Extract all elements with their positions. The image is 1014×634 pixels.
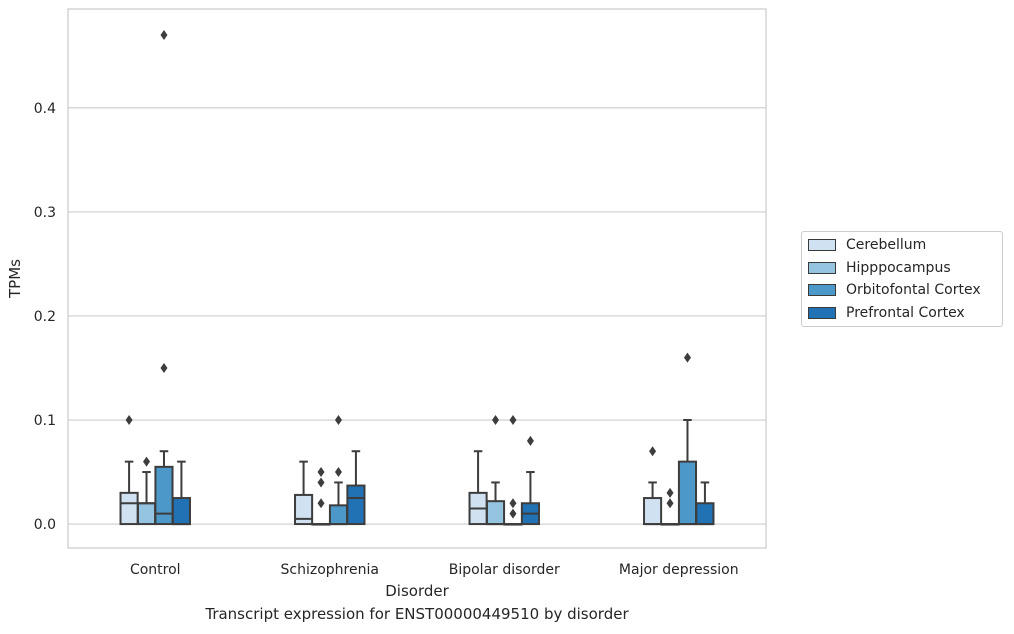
- y-tick-label: 0.0: [34, 517, 56, 533]
- y-tick-label: 0.1: [34, 413, 56, 429]
- legend-swatch: [808, 284, 836, 296]
- legend-label: Cerebellum: [846, 237, 927, 253]
- outlier-point: [509, 498, 517, 509]
- legend-swatch: [808, 239, 836, 251]
- box: [503, 415, 523, 526]
- box: [695, 481, 715, 526]
- outlier-point: [509, 415, 517, 426]
- box-body: [695, 502, 715, 526]
- outlier-point: [492, 415, 500, 426]
- box: [328, 415, 349, 526]
- outlier-point: [649, 446, 657, 457]
- box-body: [171, 497, 191, 526]
- box: [468, 450, 488, 526]
- y-tick-label: 0.3: [34, 205, 56, 221]
- box-body: [328, 504, 349, 526]
- legend-item-prefrontal-cortex: Prefrontal Cortex: [808, 303, 965, 323]
- box: [154, 30, 174, 526]
- outlier-point: [143, 456, 151, 467]
- legend: Cerebellum Hipppocampus Orbitofontal Cor…: [801, 231, 1003, 327]
- grid-lines: [68, 107, 766, 525]
- box: [660, 487, 680, 526]
- box-body: [154, 465, 174, 526]
- outlier-point: [160, 30, 168, 41]
- box-body: [294, 493, 314, 526]
- legend-swatch: [808, 307, 836, 319]
- x-tick-label: Control: [130, 562, 181, 578]
- legend-item-hippocampus: Hipppocampus: [808, 258, 951, 278]
- outlier-point: [125, 415, 133, 426]
- box: [294, 460, 314, 526]
- outlier-point: [317, 477, 325, 488]
- box-body: [119, 491, 139, 526]
- outlier-point: [317, 467, 325, 478]
- legend-label: Prefrontal Cortex: [846, 305, 965, 321]
- x-axis-label: Disorder: [385, 582, 449, 600]
- legend-item-orbitofrontal-cortex: Orbitofontal Cortex: [808, 280, 981, 300]
- legend-label: Orbitofontal Cortex: [846, 282, 981, 298]
- box-body: [485, 500, 506, 526]
- x-tick-label: Major depression: [619, 562, 739, 578]
- box-body: [136, 502, 157, 526]
- outlier-point: [334, 467, 342, 478]
- outlier-point: [666, 487, 674, 498]
- box: [643, 446, 663, 526]
- series-1: [136, 415, 680, 526]
- outlier-point: [526, 435, 534, 446]
- outlier-point: [683, 352, 691, 363]
- box: [520, 435, 540, 526]
- y-tick-label: 0.4: [34, 101, 56, 117]
- outlier-point: [509, 508, 517, 519]
- box: [485, 415, 506, 526]
- box: [346, 450, 366, 526]
- box-body: [346, 484, 366, 526]
- box: [171, 460, 191, 526]
- x-axis-ticks: Control Schizophrenia Bipolar disorder Majo…: [130, 562, 739, 578]
- box: [119, 415, 139, 526]
- figure-caption: Transcript expression for ENST0000044951…: [205, 605, 629, 623]
- legend-label: Hipppocampus: [846, 260, 951, 276]
- box: [136, 456, 157, 526]
- box-body: [643, 497, 663, 526]
- outlier-point: [334, 415, 342, 426]
- y-tick-label: 0.2: [34, 309, 56, 325]
- box: [311, 467, 331, 526]
- outlier-point: [160, 362, 168, 373]
- x-tick-label: Schizophrenia: [281, 562, 379, 578]
- box-body: [677, 460, 698, 526]
- box: [677, 352, 698, 526]
- legend-swatch: [808, 262, 836, 274]
- x-tick-label: Bipolar disorder: [449, 562, 560, 578]
- series-0: [119, 415, 663, 526]
- outlier-point: [317, 498, 325, 509]
- y-axis-label: TPMs: [6, 259, 24, 299]
- y-axis-ticks: 0.0 0.1 0.2 0.3 0.4: [34, 101, 56, 533]
- outlier-point: [666, 498, 674, 509]
- plot-area-frame: [67, 8, 767, 549]
- series-3: [171, 435, 715, 526]
- legend-item-cerebellum: Cerebellum: [808, 235, 926, 255]
- box-series: [119, 30, 715, 526]
- series-2: [154, 30, 698, 526]
